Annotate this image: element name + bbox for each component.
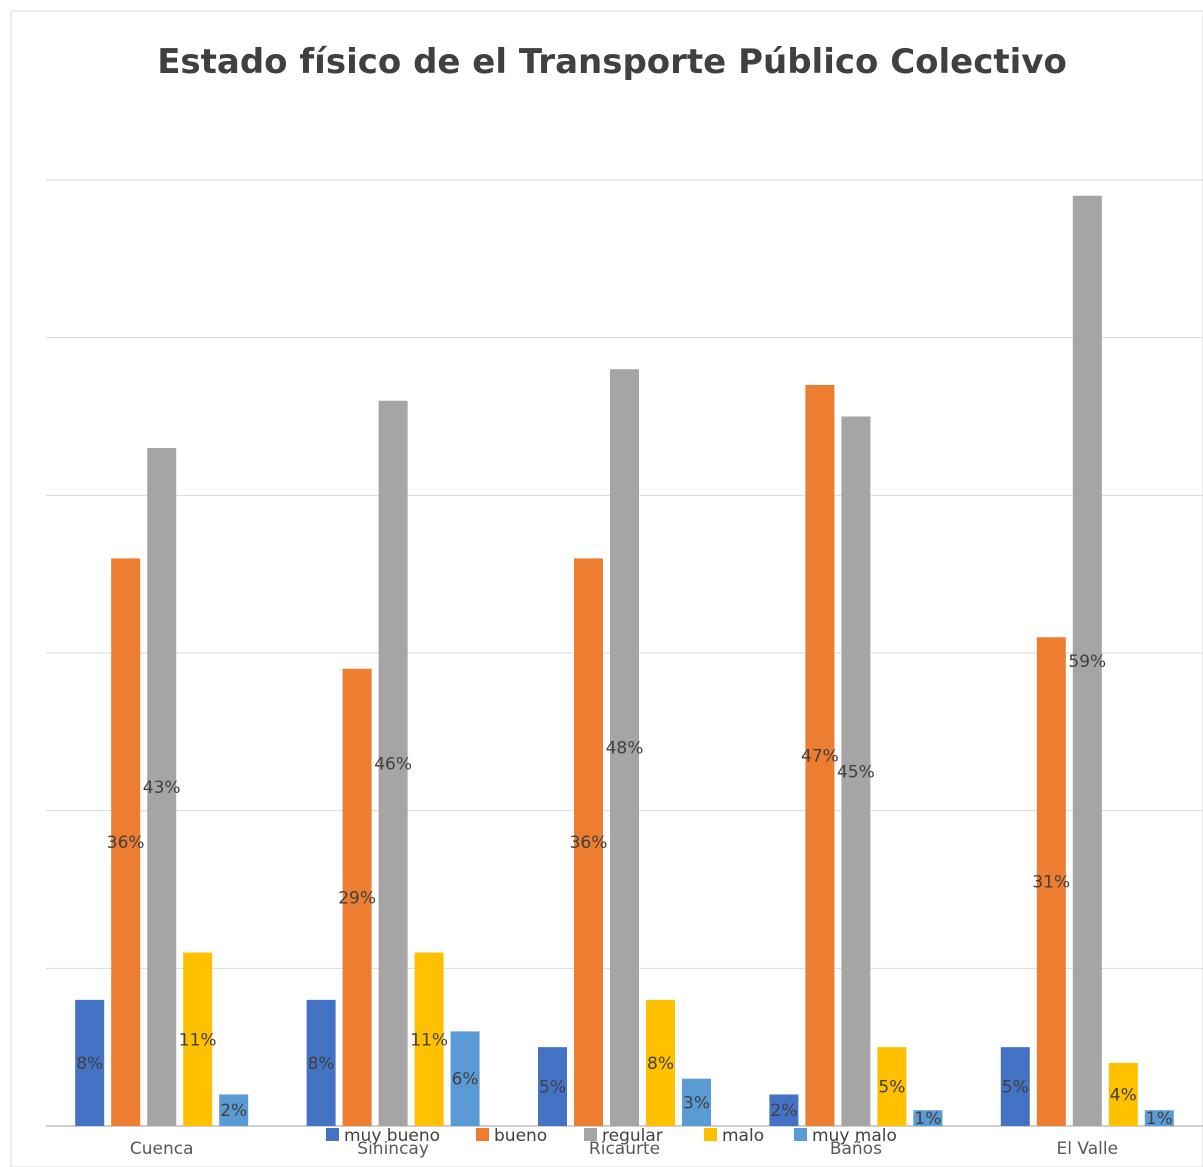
bar-regular-el-valle [1072,195,1102,1126]
data-label: 48% [606,739,644,759]
legend-swatch [704,1128,717,1141]
bar-bueno-sinincay [342,668,372,1126]
legend-label: muy bueno [344,1126,440,1146]
data-label: 43% [143,778,181,798]
data-label: 59% [1068,652,1106,672]
data-label: 29% [338,888,376,908]
chart-title: Estado físico de el Transporte Público C… [157,42,1067,82]
category-axis: Cuenca Sinincay Ricaurte Baños El Valle [130,1139,1118,1159]
category-label: Sinincay [357,1139,429,1159]
data-label: 46% [374,754,412,774]
data-label: 36% [570,833,608,853]
bar-malo-baños [877,1047,907,1126]
bar-bueno-el-valle [1036,637,1066,1126]
data-label: 11% [410,1030,448,1050]
bar-muy-bueno-sinincay [306,999,336,1126]
legend-swatch [584,1128,597,1141]
data-label: 8% [647,1054,674,1074]
data-label: 5% [1002,1078,1029,1098]
bar-bueno-cuenca [111,558,141,1126]
data-label: 2% [770,1101,797,1121]
data-label: 31% [1032,873,1070,893]
bar-regular-baños [841,416,871,1126]
data-label: 6% [452,1070,479,1090]
data-label: 1% [1146,1109,1173,1129]
data-label: 5% [878,1078,905,1098]
bar-bueno-baños [805,384,835,1126]
legend-label: malo [722,1126,764,1146]
category-label: Baños [830,1139,882,1159]
data-label: 36% [107,833,145,853]
bar-bueno-ricaurte [574,558,603,1126]
legend-swatch [326,1128,339,1141]
bar-regular-sinincay [378,400,408,1126]
data-label: 5% [539,1078,566,1098]
data-label: 1% [914,1109,941,1129]
legend-label: regular [602,1126,663,1146]
category-label: Ricaurte [589,1139,660,1159]
bar-muy-bueno-el-valle [1000,1047,1030,1126]
bar-muy-bueno-ricaurte [538,1047,567,1126]
bars [75,195,1174,1126]
data-label: 11% [179,1030,217,1050]
data-label: 2% [220,1101,247,1121]
legend-swatch [794,1128,807,1141]
data-labels: 8%36%43%11%2%8%29%46%11%6% 5%36%48%8%3% 2%… [76,652,1173,1129]
bar-malo-cuenca [183,952,213,1126]
bar-muy-bueno-cuenca [75,999,105,1126]
bar-muy-malo-baños [913,1110,943,1126]
data-label: 8% [308,1054,335,1074]
bar-malo-ricaurte [646,999,675,1126]
bar-muy-malo-el-valle [1144,1110,1174,1126]
category-label: Cuenca [130,1139,194,1159]
data-label: 3% [683,1093,710,1113]
bar-muy-malo-cuenca [219,1094,249,1126]
data-label: 47% [801,746,839,766]
bar-malo-sinincay [414,952,444,1126]
legend-label: muy malo [812,1126,897,1146]
data-label: 8% [76,1054,103,1074]
category-label: El Valle [1057,1139,1119,1159]
bar-malo-el-valle [1108,1062,1138,1126]
bar-regular-ricaurte [610,369,639,1126]
bar-muy-bueno-baños [769,1094,799,1126]
legend: muy bueno bueno regular malo muy malo [326,1126,897,1146]
bar-muy-malo-ricaurte [682,1078,711,1126]
bar-muy-malo-sinincay [450,1031,480,1126]
legend-label: bueno [494,1126,547,1146]
bar-regular-cuenca [147,448,177,1126]
legend-swatch [476,1128,489,1141]
data-label: 45% [837,762,875,782]
data-label: 4% [1110,1085,1137,1105]
